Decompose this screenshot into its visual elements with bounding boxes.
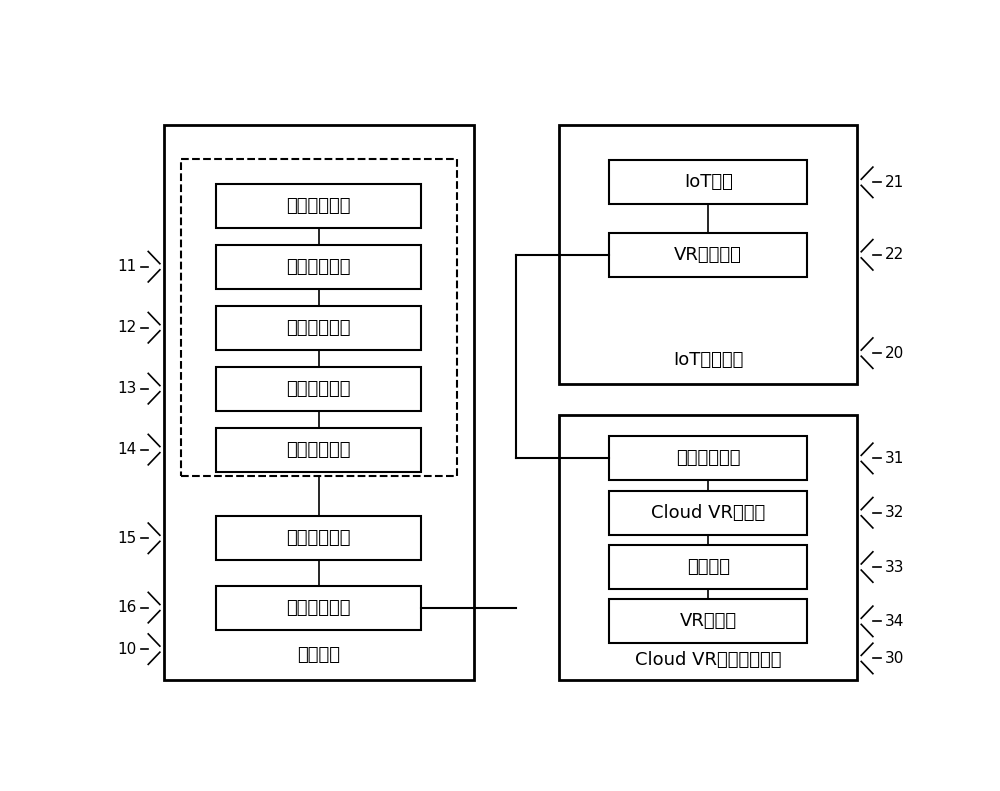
Text: 22: 22 <box>885 248 904 263</box>
Bar <box>181 159 457 475</box>
Text: 10: 10 <box>117 642 137 657</box>
Text: 11: 11 <box>117 259 137 274</box>
Text: 产品运输设备: 产品运输设备 <box>287 319 351 337</box>
Text: 网络系统: 网络系统 <box>687 558 730 576</box>
Text: 30: 30 <box>885 651 904 666</box>
Text: 物理产线: 物理产线 <box>297 646 340 664</box>
Bar <box>216 306 421 350</box>
Text: 33: 33 <box>885 559 904 574</box>
Text: VR交互接口: VR交互接口 <box>674 246 742 264</box>
Bar <box>216 585 421 630</box>
Bar <box>609 233 807 277</box>
Text: 16: 16 <box>117 600 137 615</box>
Bar <box>216 428 421 471</box>
Bar <box>609 600 807 643</box>
Text: 产品装配设备: 产品装配设备 <box>287 380 351 398</box>
Text: 20: 20 <box>885 346 904 361</box>
Text: 数据交互接口: 数据交互接口 <box>676 449 740 467</box>
Text: IoT平台系统: IoT平台系统 <box>673 351 743 369</box>
Text: IoT平台: IoT平台 <box>684 173 733 191</box>
Bar <box>216 184 421 228</box>
Bar <box>609 490 807 535</box>
Text: 产品检测设备: 产品检测设备 <box>287 258 351 276</box>
Bar <box>609 437 807 480</box>
Bar <box>216 244 421 289</box>
Text: 12: 12 <box>117 320 137 335</box>
Text: Cloud VR服务器: Cloud VR服务器 <box>651 504 765 522</box>
Bar <box>164 125 474 679</box>
Text: 13: 13 <box>117 381 137 396</box>
Text: 21: 21 <box>885 175 904 190</box>
Text: Cloud VR数字映射系统: Cloud VR数字映射系统 <box>635 651 781 668</box>
Text: 31: 31 <box>885 451 904 466</box>
Bar <box>216 517 421 560</box>
Text: 产品追溯设备: 产品追溯设备 <box>287 441 351 459</box>
Bar <box>609 161 807 204</box>
Text: 32: 32 <box>885 505 904 520</box>
Bar <box>609 545 807 589</box>
Text: 15: 15 <box>117 531 137 546</box>
Bar <box>216 367 421 411</box>
Text: VR一体机: VR一体机 <box>680 612 737 630</box>
Text: 产线通信模块: 产线通信模块 <box>287 599 351 616</box>
Text: 14: 14 <box>117 442 137 457</box>
Bar <box>559 125 857 384</box>
Text: 产品物料设备: 产品物料设备 <box>287 197 351 214</box>
Text: 34: 34 <box>885 614 904 629</box>
Text: 产线控制模块: 产线控制模块 <box>287 529 351 547</box>
Bar <box>559 414 857 679</box>
